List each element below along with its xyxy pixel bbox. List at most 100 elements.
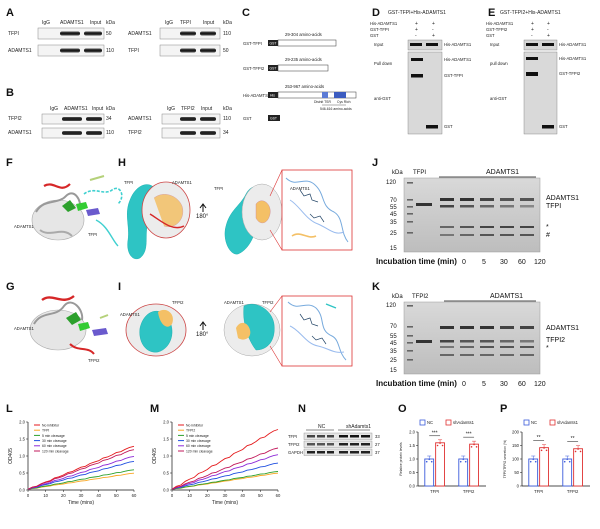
D-band (411, 58, 423, 61)
B-band (200, 131, 216, 135)
D-sign: + (415, 21, 418, 27)
I-label-2: TFPI2 (172, 300, 184, 305)
J-ladder-70: 70 (390, 198, 397, 204)
y-tick-label: 2.0 (163, 420, 169, 425)
x-tick-label: 50 (114, 493, 119, 498)
H-surface-left (127, 181, 191, 260)
E-right-3: GST-TFPI2 (559, 71, 581, 76)
E-right-2: His-ADAMTS1 (559, 56, 587, 61)
D-sign: - (432, 27, 434, 33)
B-right-kda: kDa (223, 106, 232, 112)
bar (469, 443, 479, 487)
x-axis-label: Time (mins) (212, 500, 239, 506)
B-left-kda-1: 34 (106, 116, 112, 122)
I-surface-left (125, 303, 187, 357)
I-zoom-detail (287, 301, 347, 361)
B-left-col-2: ADAMTS1 (64, 106, 88, 112)
C-body-2 (277, 64, 329, 72)
B-right-row-2: TFPI2 (128, 130, 142, 136)
data-point (441, 444, 444, 447)
H-label-1: TFPI (124, 180, 133, 185)
C-sub-range: 546-616 amino-acids (320, 107, 352, 111)
bar (573, 448, 583, 487)
K-time-3: 30 (500, 381, 508, 388)
x-tick-label: 30 (79, 493, 84, 498)
D-sign: + (415, 27, 418, 33)
legend-label: shAdamts1 (557, 420, 579, 425)
data-point (577, 448, 579, 450)
B-left-row-1: TFPI2 (8, 116, 22, 122)
D-right-4: GST (444, 124, 453, 129)
J-ladder-15: 15 (390, 246, 397, 252)
y-tick-label: 1.0 (163, 454, 169, 459)
H-surface-right (224, 183, 283, 255)
A-left-kda: kDa (106, 20, 115, 26)
panel-K: K kDa TFPI2 ADAMTS1 120 70 55 45 35 25 1… (372, 281, 579, 388)
G-label-2: TFPI2 (88, 358, 100, 363)
data-point (459, 460, 462, 463)
B-band (180, 117, 196, 121)
N-blot-1 (303, 432, 373, 440)
y-axis-label: OD405 (152, 448, 158, 464)
data-point (529, 460, 532, 463)
E-sign: + (531, 21, 534, 27)
D-title: GST-TFPI+His-ADAMTS1 (388, 10, 446, 16)
series-line (171, 429, 279, 490)
D-sign: - (415, 33, 417, 39)
C-body-1 (277, 39, 337, 47)
D-left-2: Pull down (374, 61, 393, 66)
legend-swatch (523, 419, 530, 426)
K-band-label-3: * (546, 345, 549, 352)
F-label-1: ADAMTS1 (14, 224, 34, 229)
B-left-row-2: ADAMTS1 (8, 130, 32, 136)
I-zoom-line (269, 345, 283, 367)
E-cond-2: GST-TFPI2 (486, 27, 508, 32)
J-time-2: 5 (482, 259, 486, 266)
C-domain-label-2: Cys Rich (337, 100, 351, 104)
legend-label: NC (531, 420, 537, 425)
J-group-1: TFPI (413, 170, 426, 176)
data-point (430, 460, 433, 463)
data-point (574, 450, 577, 453)
A-band (60, 31, 80, 36)
significance-label: *** (432, 430, 438, 436)
data-point (563, 460, 566, 463)
x-tick-label: 10 (187, 493, 192, 498)
A-band (60, 48, 80, 53)
B-right-kda-1: 110 (223, 116, 231, 122)
legend-swatch (549, 419, 556, 426)
x-tick-label: 20 (205, 493, 210, 498)
y-tick-label: 2.0 (409, 430, 415, 435)
y-tick-label: 0.0 (409, 484, 415, 489)
data-point (464, 460, 467, 463)
J-group-2: ADAMTS1 (486, 169, 519, 176)
C-body-3 (277, 91, 357, 99)
H-zoom-line (269, 169, 283, 197)
J-band-label-4: # (546, 232, 550, 239)
B-left-kda-2: 110 (106, 130, 114, 136)
E-sign: - (531, 33, 533, 39)
E-band (542, 43, 554, 46)
panel-I: I ADAMTS1 TFPI2 180° ADAMTS1 TFPI2 (118, 281, 353, 367)
I-zoom-line (269, 295, 283, 313)
E-sign: + (547, 33, 550, 39)
significance-label: ** (537, 435, 541, 441)
panel-label-M: M (150, 403, 159, 415)
B-right-kda-2: 34 (223, 130, 229, 136)
A-right-row-1: ADAMTS1 (128, 31, 152, 37)
B-band (62, 131, 82, 135)
panel-C: C 29-304 amino-acids GST-TFPI GST 29-235… (242, 7, 357, 121)
panel-E: E GST-TFPI2+His-ADAMTS1 His-ADAMTS1 GST-… (486, 7, 587, 135)
series-line (171, 462, 279, 490)
panel-G: G ADAMTS1 TFPI2 (6, 281, 109, 363)
A-left-row-2: ADAMTS1 (8, 48, 32, 54)
I-label-1: ADAMTS1 (120, 312, 140, 317)
J-time-4: 60 (518, 259, 526, 266)
panel-label-L: L (6, 403, 13, 415)
C-construct-3: His-ADAMTS1 (243, 93, 271, 98)
y-tick-label: 0.5 (409, 470, 415, 475)
B-band (180, 131, 196, 135)
I-label-3: ADAMTS1 (224, 300, 244, 305)
I-label-4: TFPI2 (262, 300, 274, 305)
N-kda-3: 37 (375, 450, 380, 455)
